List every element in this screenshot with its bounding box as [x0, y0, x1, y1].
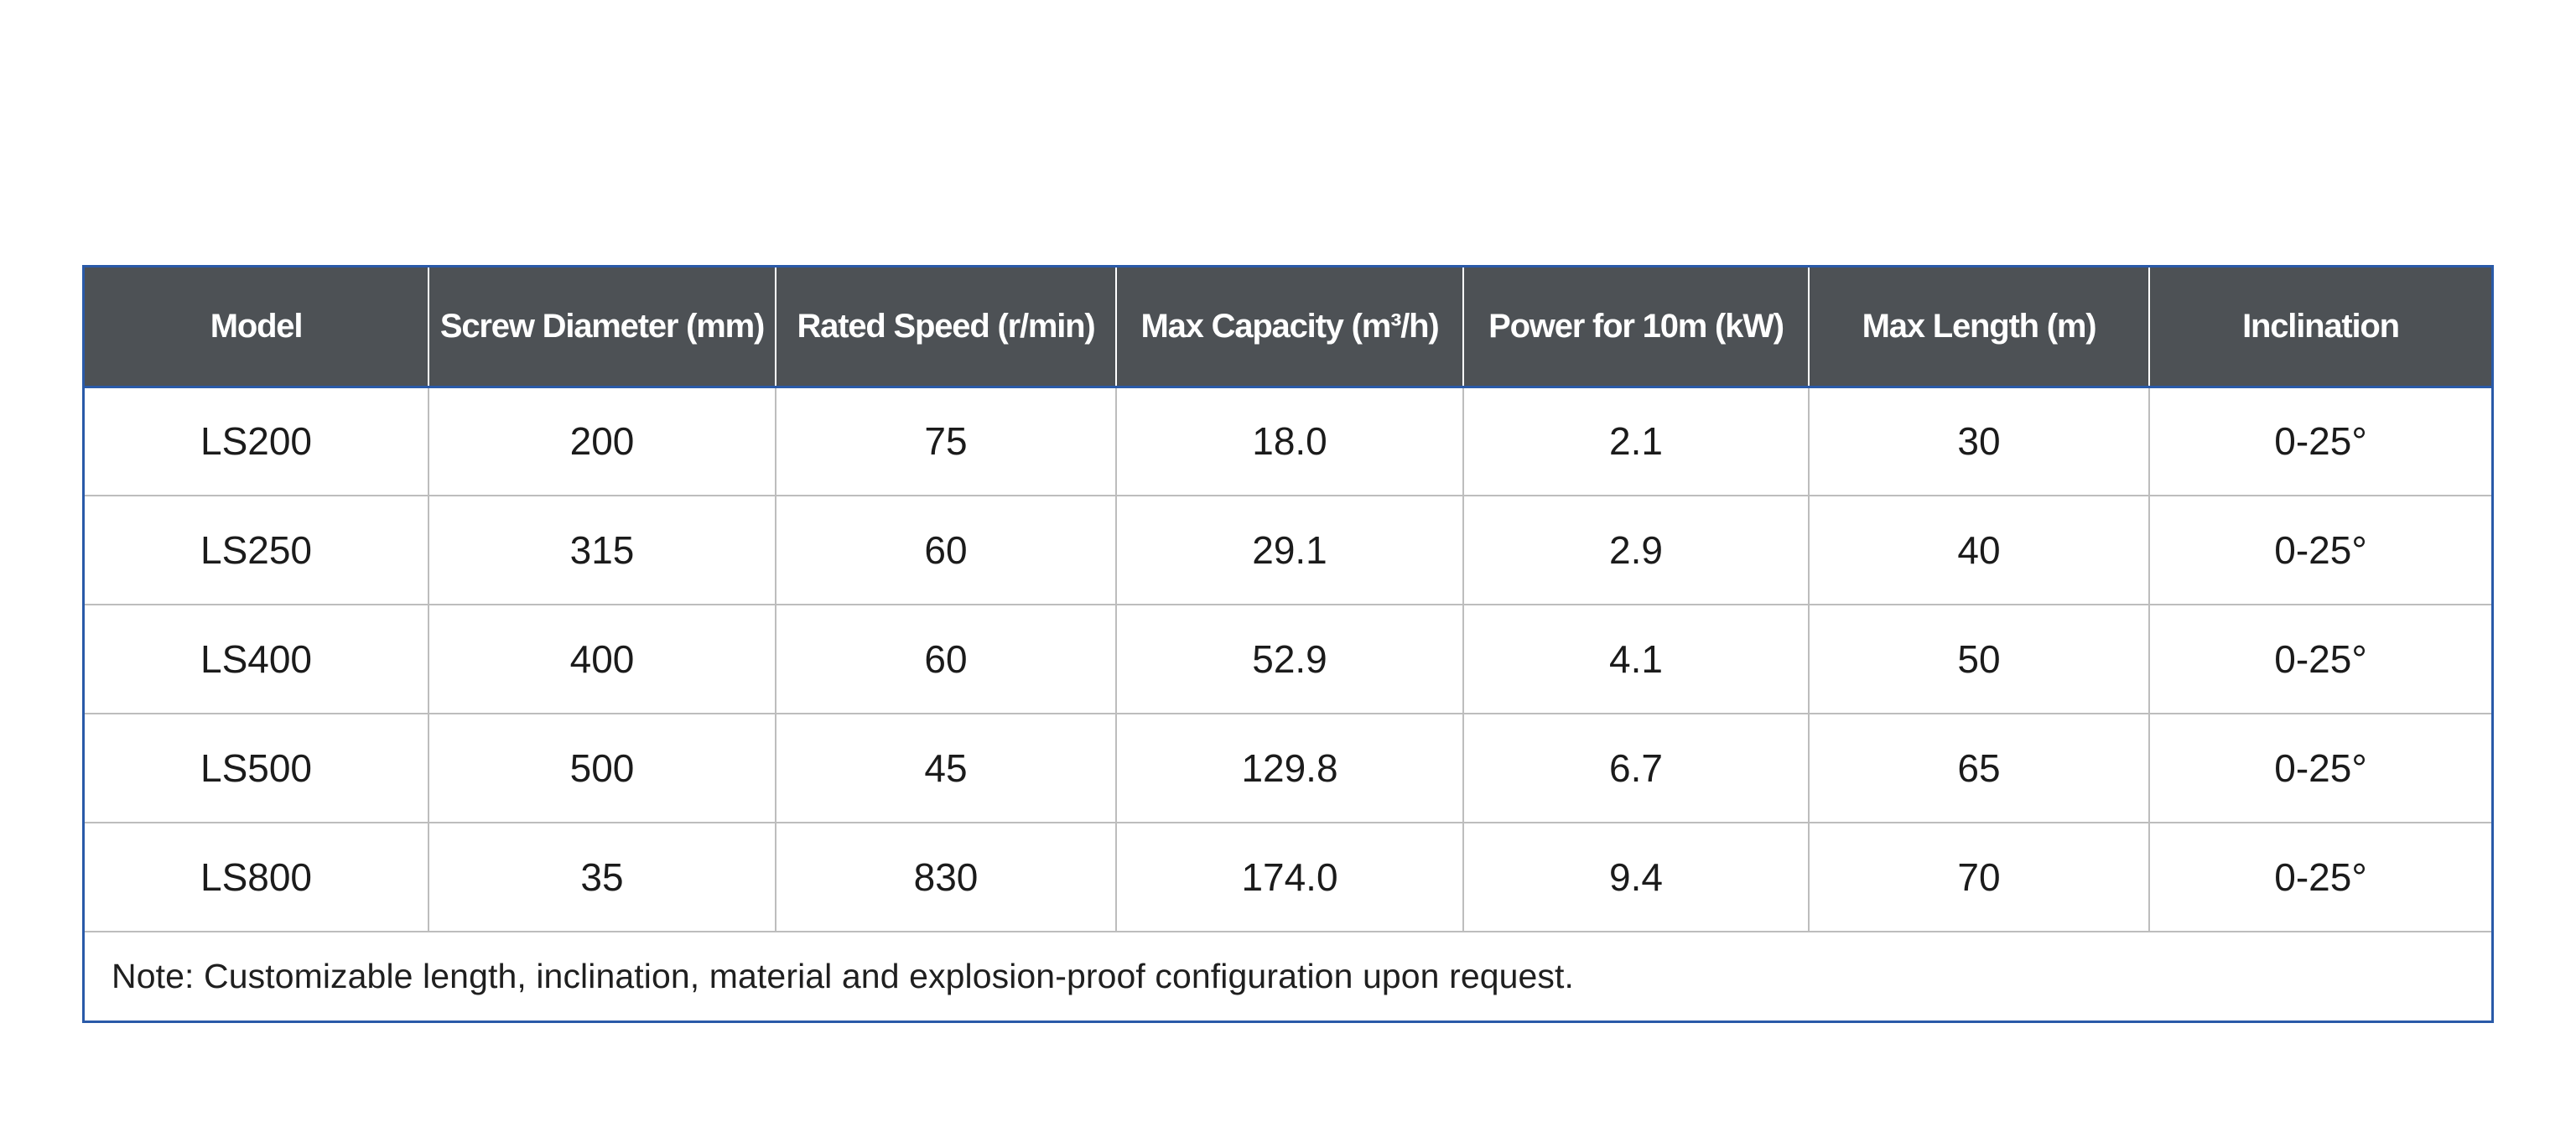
- cell-model: LS250: [85, 496, 429, 605]
- cell-max-capacity: 52.9: [1116, 605, 1464, 714]
- cell-power-10m: 6.7: [1463, 714, 1810, 823]
- cell-rated-speed: 830: [776, 823, 1117, 932]
- table-row: LS800 35 830 174.0 9.4 70 0-25°: [85, 823, 2491, 932]
- cell-inclination: 0-25°: [2149, 605, 2491, 714]
- table-header-row: Model Screw Diameter (mm) Rated Speed (r…: [85, 267, 2491, 388]
- cell-max-length: 40: [1809, 496, 2150, 605]
- cell-max-capacity: 129.8: [1116, 714, 1464, 823]
- cell-max-length: 70: [1809, 823, 2150, 932]
- spec-table-container: Model Screw Diameter (mm) Rated Speed (r…: [82, 265, 2494, 1023]
- cell-max-length: 30: [1809, 387, 2150, 496]
- spec-table: Model Screw Diameter (mm) Rated Speed (r…: [85, 267, 2491, 1021]
- cell-power-10m: 2.1: [1463, 387, 1810, 496]
- cell-rated-speed: 45: [776, 714, 1117, 823]
- cell-screw-diameter: 400: [428, 605, 776, 714]
- header-max-length: Max Length (m): [1809, 267, 2150, 388]
- cell-screw-diameter: 315: [428, 496, 776, 605]
- cell-model: LS500: [85, 714, 429, 823]
- cell-model: LS800: [85, 823, 429, 932]
- cell-power-10m: 2.9: [1463, 496, 1810, 605]
- cell-max-capacity: 174.0: [1116, 823, 1464, 932]
- cell-max-capacity: 18.0: [1116, 387, 1464, 496]
- cell-screw-diameter: 200: [428, 387, 776, 496]
- header-rated-speed: Rated Speed (r/min): [776, 267, 1117, 388]
- cell-inclination: 0-25°: [2149, 823, 2491, 932]
- cell-model: LS200: [85, 387, 429, 496]
- cell-rated-speed: 75: [776, 387, 1117, 496]
- table-row: LS200 200 75 18.0 2.1 30 0-25°: [85, 387, 2491, 496]
- table-note: Note: Customizable length, inclination, …: [112, 957, 1575, 995]
- cell-max-length: 65: [1809, 714, 2150, 823]
- cell-rated-speed: 60: [776, 496, 1117, 605]
- cell-rated-speed: 60: [776, 605, 1117, 714]
- cell-power-10m: 4.1: [1463, 605, 1810, 714]
- cell-max-capacity: 29.1: [1116, 496, 1464, 605]
- table-row: LS400 400 60 52.9 4.1 50 0-25°: [85, 605, 2491, 714]
- table-note-row: Note: Customizable length, inclination, …: [85, 932, 2491, 1021]
- header-max-capacity: Max Capacity (m³/h): [1116, 267, 1464, 388]
- cell-screw-diameter: 500: [428, 714, 776, 823]
- cell-inclination: 0-25°: [2149, 496, 2491, 605]
- cell-inclination: 0-25°: [2149, 714, 2491, 823]
- cell-max-length: 50: [1809, 605, 2150, 714]
- cell-inclination: 0-25°: [2149, 387, 2491, 496]
- header-model: Model: [85, 267, 429, 388]
- header-screw-diameter: Screw Diameter (mm): [428, 267, 776, 388]
- header-power-10m: Power for 10m (kW): [1463, 267, 1810, 388]
- cell-power-10m: 9.4: [1463, 823, 1810, 932]
- table-row: LS250 315 60 29.1 2.9 40 0-25°: [85, 496, 2491, 605]
- cell-model: LS400: [85, 605, 429, 714]
- table-row: LS500 500 45 129.8 6.7 65 0-25°: [85, 714, 2491, 823]
- header-inclination: Inclination: [2149, 267, 2491, 388]
- cell-screw-diameter: 35: [428, 823, 776, 932]
